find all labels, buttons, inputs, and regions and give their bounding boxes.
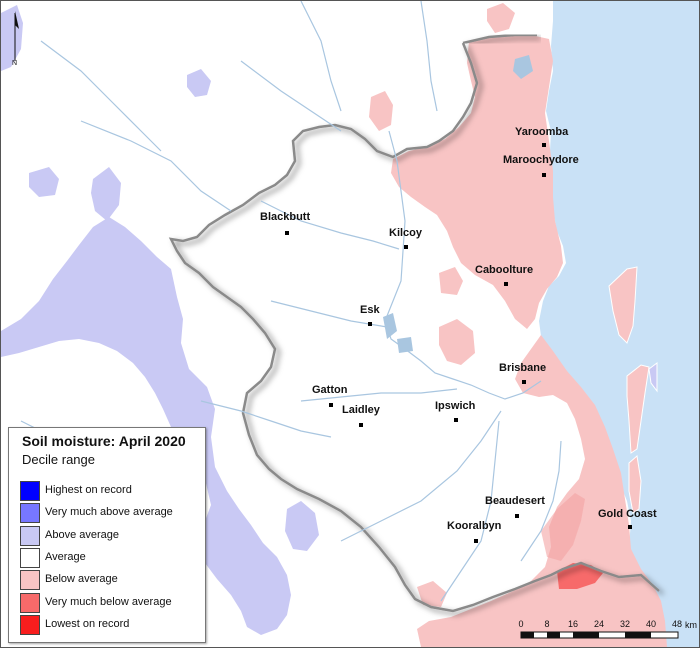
below-average-patch-mid-2 [439, 319, 475, 365]
moreton-island [626, 364, 650, 454]
legend-swatch-very-much-below [20, 593, 40, 613]
town-label-gold-coast: Gold Coast [598, 508, 657, 520]
legend-label-very-much-below: Very much below average [45, 596, 172, 608]
legend-label-lowest: Lowest on record [45, 618, 130, 630]
legend-swatch-lowest [20, 615, 40, 635]
legend-item-very-much-below: Very much below average [20, 593, 202, 613]
legend-swatch-average [20, 548, 40, 568]
legend-item-above: Above average [20, 526, 202, 546]
below-average-gold-coast-band [541, 493, 585, 561]
legend-swatch-below [20, 570, 40, 590]
bribie-island [608, 266, 638, 344]
above-average-region-north [1, 5, 23, 71]
below-average-patch-mid-1 [439, 267, 463, 295]
scale-tick-16: 16 [568, 619, 578, 629]
catchment-boundary-east [462, 33, 537, 45]
north-arrow: N [12, 11, 19, 67]
scale-tick-8: 8 [544, 619, 549, 629]
below-average-patch-sw [417, 581, 447, 607]
above-average-patch-4 [285, 501, 319, 551]
north-arrow-label: N [12, 60, 17, 67]
town-label-gatton: Gatton [312, 384, 348, 396]
very-much-below-average-region [557, 563, 603, 589]
scale-tick-24: 24 [594, 619, 604, 629]
town-label-blackbutt: Blackbutt [260, 211, 310, 223]
above-average-patch-2 [29, 167, 59, 197]
scale-tick-48: 48 [672, 619, 682, 629]
town-label-ipswich: Ipswich [435, 400, 476, 412]
legend: Soil moisture: April 2020 Decile range H… [8, 427, 206, 643]
scale-tick-0: 0 [518, 619, 523, 629]
legend-label-above: Above average [45, 529, 119, 541]
town-label-caboolture: Caboolture [475, 264, 533, 276]
scale-tick-40: 40 [646, 619, 656, 629]
town-label-maroochydore: Maroochydore [503, 154, 579, 166]
town-label-yaroomba: Yaroomba [515, 126, 569, 138]
town-label-kooralbyn: Kooralbyn [447, 520, 502, 532]
below-average-patch-north [487, 3, 515, 33]
town-label-brisbane: Brisbane [499, 362, 546, 374]
town-label-laidley: Laidley [342, 404, 381, 416]
scale-bar: 0 8 16 24 32 40 48 km [518, 619, 697, 639]
legend-item-very-much-above: Very much above average [20, 503, 202, 523]
legend-item-average: Average [20, 548, 202, 568]
legend-label-average: Average [45, 551, 86, 563]
below-average-region-north-coast [391, 35, 563, 329]
legend-item-highest: Highest on record [20, 481, 202, 501]
above-average-patch-3 [91, 167, 121, 221]
legend-label-very-much-above: Very much above average [45, 506, 173, 518]
catchment-boundary [168, 42, 660, 613]
town-markers [285, 143, 632, 543]
legend-swatch-above [20, 526, 40, 546]
legend-title: Soil moisture: April 2020 [22, 433, 186, 449]
town-label-esk: Esk [360, 304, 380, 316]
legend-item-below: Below average [20, 570, 202, 590]
lakes [383, 55, 533, 353]
above-average-region-west [1, 217, 291, 635]
below-average-region-south [417, 335, 667, 647]
legend-item-lowest: Lowest on record [20, 615, 202, 635]
south-stradbroke [628, 455, 642, 514]
stradbroke-island [648, 362, 658, 393]
legend-label-below: Below average [45, 573, 118, 585]
scale-tick-32: 32 [620, 619, 630, 629]
legend-swatch-very-much-above [20, 503, 40, 523]
legend-label-highest: Highest on record [45, 484, 132, 496]
legend-subtitle: Decile range [22, 452, 95, 467]
scale-unit: km [685, 620, 697, 630]
above-average-patch-1 [187, 69, 211, 97]
below-average-patch-west [369, 91, 393, 131]
town-label-kilcoy: Kilcoy [389, 227, 423, 239]
legend-swatch-highest [20, 481, 40, 501]
town-label-beaudesert: Beaudesert [485, 495, 545, 507]
